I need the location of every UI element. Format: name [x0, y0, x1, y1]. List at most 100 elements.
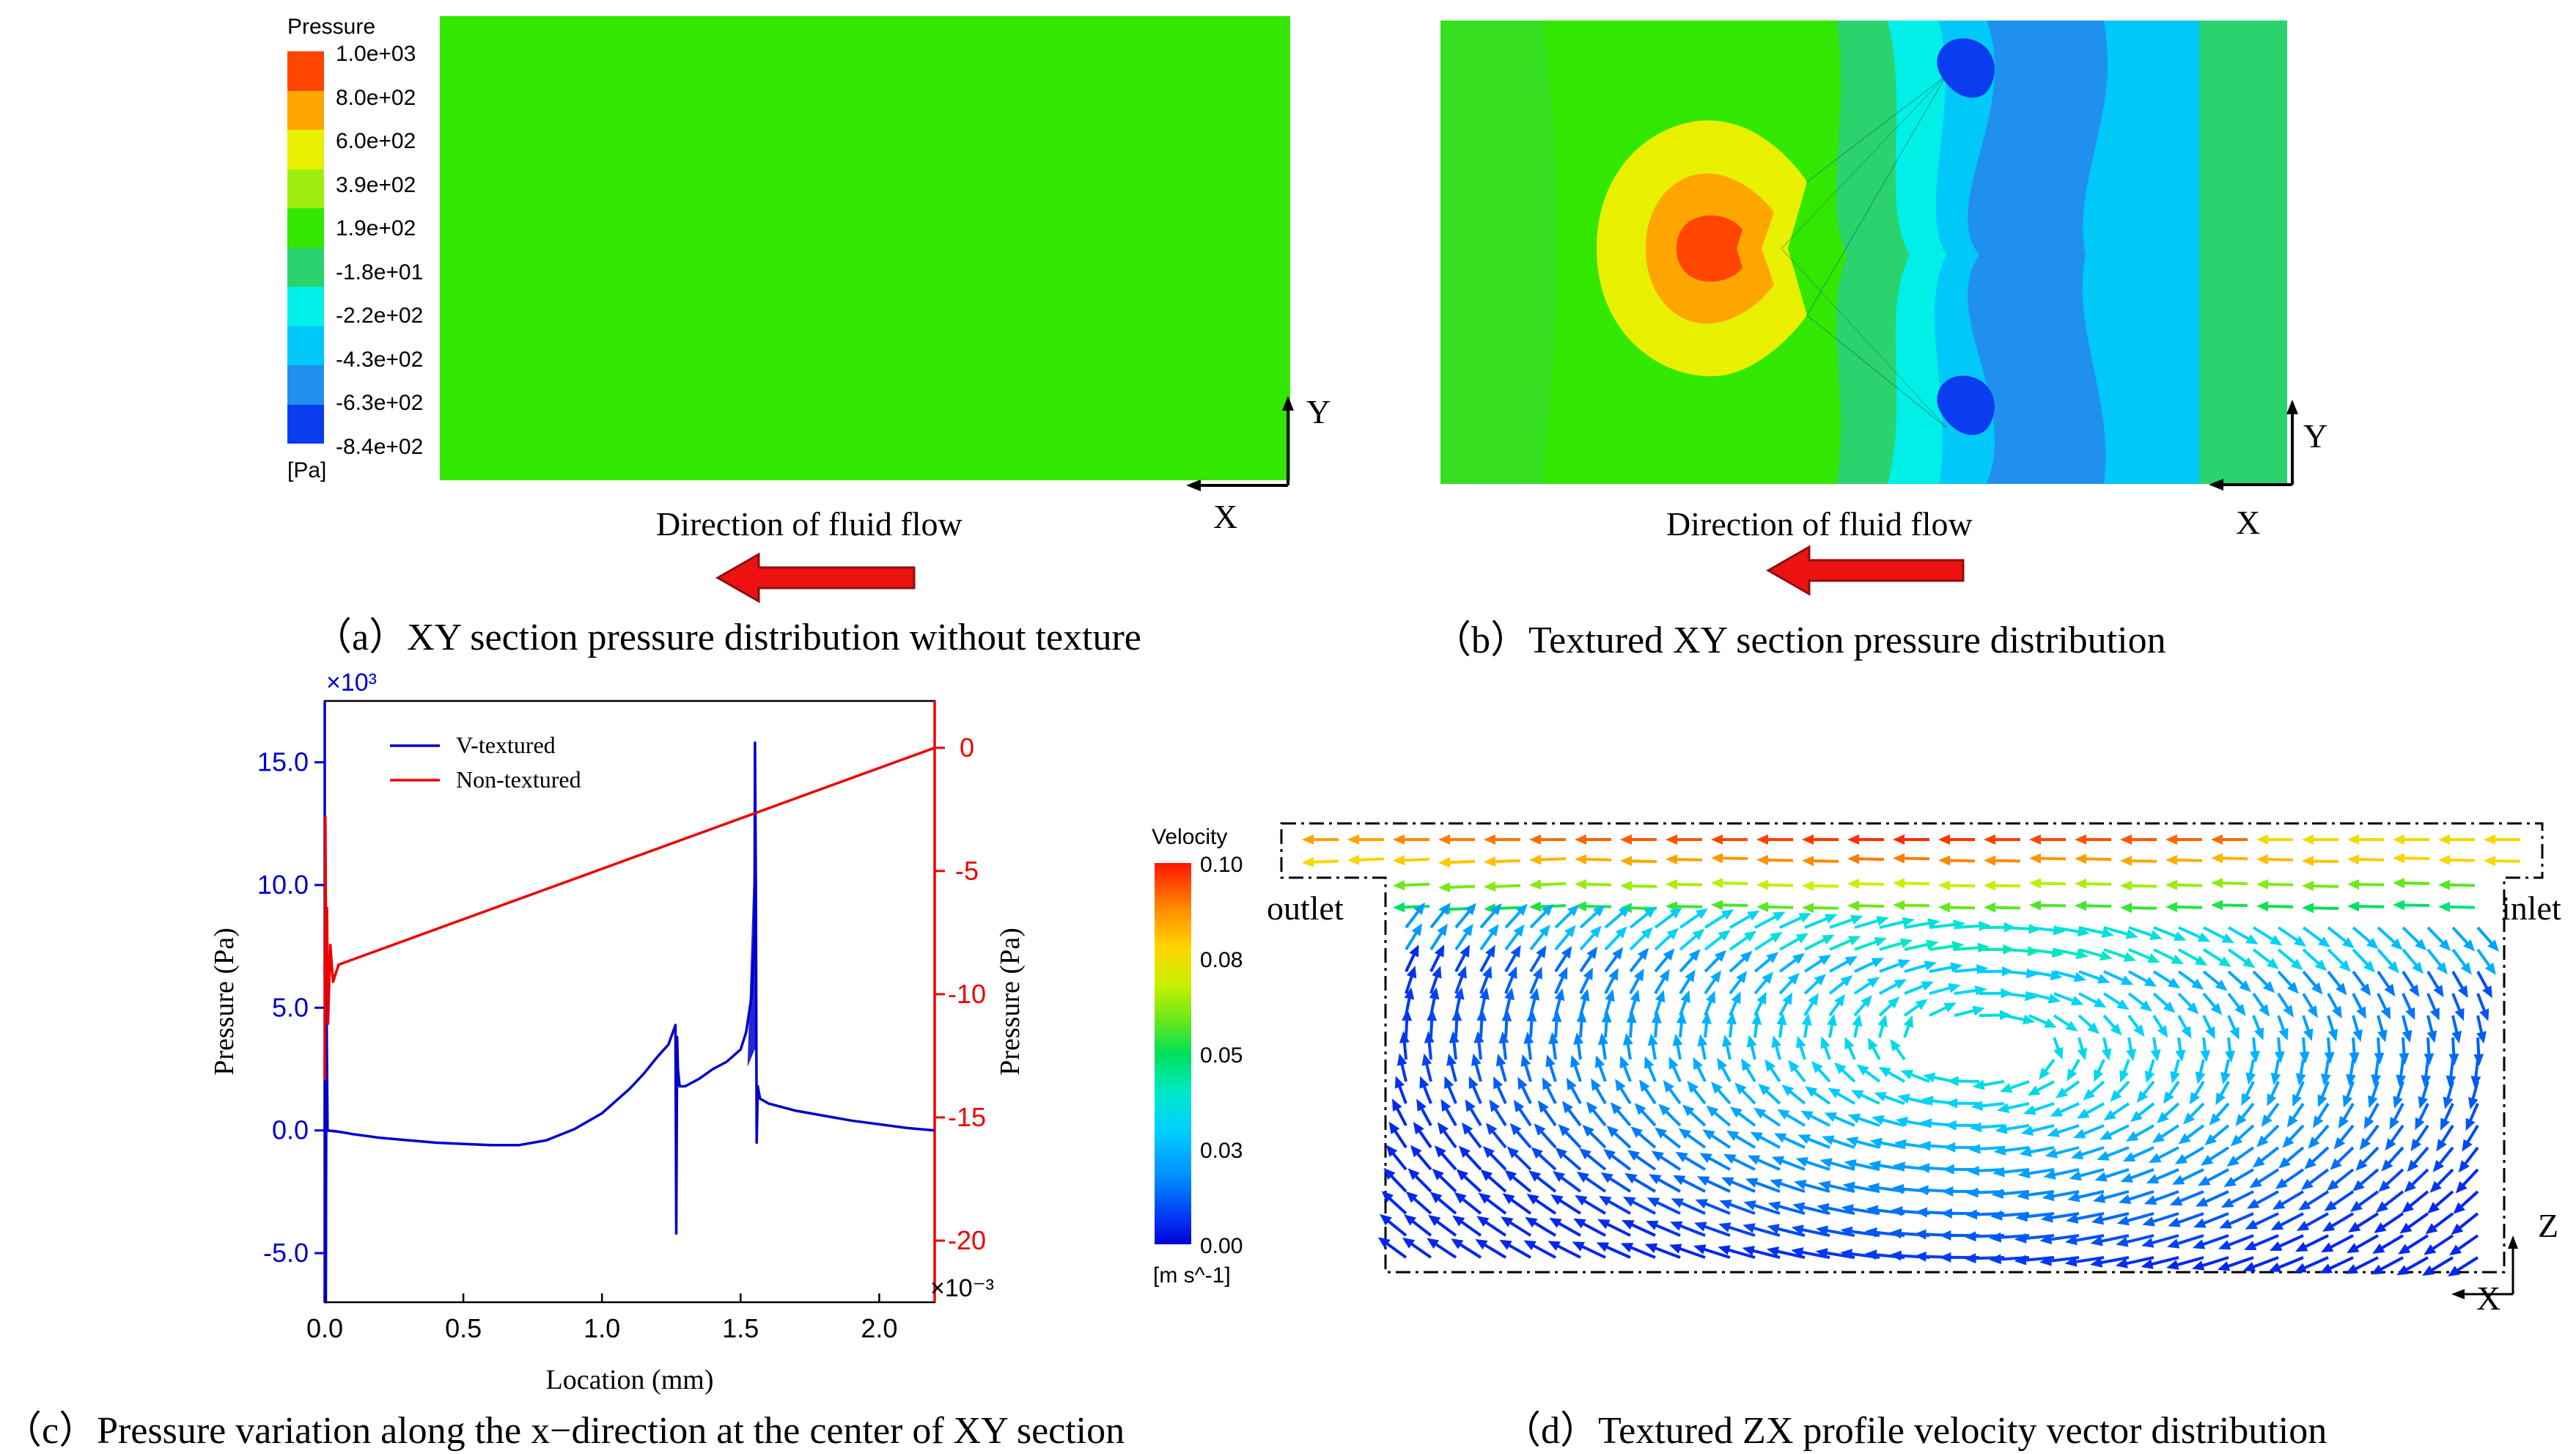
velocity-vector-head	[1827, 1013, 1837, 1027]
velocity-vector-head	[1939, 1252, 1951, 1263]
velocity-vector-head	[1495, 1054, 1506, 1067]
velocity-vector-head	[1800, 1110, 1814, 1121]
velocity-vector-head	[1802, 856, 1814, 867]
x-tick-label: 1.5	[722, 1313, 759, 1343]
velocity-vector	[1850, 1161, 1880, 1171]
velocity-vector-head	[2408, 984, 2420, 997]
pressure-legend-bar	[287, 51, 324, 444]
velocity-vector-head	[1924, 961, 1937, 971]
velocity-vector-head	[1641, 927, 1653, 939]
velocity-vector-head	[1507, 966, 1517, 980]
velocity-vector-head	[1427, 1009, 1438, 1021]
velocity-vector-head	[1456, 1169, 1468, 1181]
velocity-vector	[2051, 1146, 2080, 1156]
velocity-vector-head	[1591, 1078, 1602, 1091]
velocity-vector-head	[1402, 1009, 1413, 1021]
velocity-vector-head	[1740, 950, 1753, 963]
velocity-vector-head	[1762, 972, 1773, 984]
velocity-vector-head	[1746, 1035, 1757, 1048]
velocity-vector-head	[1756, 991, 1767, 1005]
velocity-vector-head	[2302, 834, 2314, 845]
velocity-vector-head	[1815, 1248, 1828, 1258]
velocity-vector-head	[2393, 834, 2404, 845]
velocity-vector-head	[1597, 1219, 1611, 1230]
velocity-vector-head	[1424, 1031, 1435, 1043]
velocity-vector	[2275, 1256, 2304, 1271]
velocity-vector-head	[2120, 903, 2132, 914]
velocity-vector	[2178, 926, 2204, 941]
velocity-vector-head	[2215, 1092, 2226, 1106]
velocity-vector-head	[1938, 902, 1951, 913]
velocity-vector	[2228, 926, 2253, 942]
velocity-vector-head	[2256, 901, 2269, 912]
velocity-vector-head	[2077, 1108, 2090, 1119]
velocity-vector-head	[2192, 1239, 2206, 1249]
velocity-vector-head	[1868, 1160, 1881, 1171]
velocity-vector-head	[2261, 1114, 2273, 1127]
velocity-vector	[1536, 882, 1567, 886]
velocity-vector-head	[1822, 934, 1835, 945]
velocity-vector-head	[2039, 1234, 2053, 1245]
velocity-vector-head	[2299, 1051, 2310, 1064]
velocity-vector-head	[1421, 1053, 1432, 1066]
velocity-vector-head	[2065, 1021, 2078, 1032]
velocity-vector	[2353, 1212, 2380, 1230]
velocity-vector-head	[1818, 1181, 1831, 1191]
velocity-vector-head	[2393, 900, 2405, 911]
velocity-vector-head	[1570, 1054, 1580, 1068]
velocity-vector-head	[2338, 960, 2352, 972]
velocity-vector	[2263, 882, 2294, 886]
velocity-vector	[2429, 1234, 2454, 1252]
velocity-vector	[1672, 905, 1703, 908]
velocity-vector	[1775, 1181, 1806, 1193]
velocity-vector	[1701, 1200, 1731, 1215]
velocity-vector	[2047, 1234, 2080, 1241]
velocity-vector-head	[1476, 1009, 1487, 1021]
velocity-vector	[2023, 1190, 2055, 1197]
velocity-vector-head	[2429, 1181, 2442, 1193]
velocity-vector-head	[2484, 962, 2496, 975]
velocity-vector-field	[1280, 822, 2544, 1299]
velocity-vector-head	[2091, 1214, 2105, 1225]
velocity-vector	[1580, 1197, 1607, 1215]
velocity-vector-head	[1542, 1077, 1553, 1090]
axis-y-label-b: Y	[2303, 417, 2328, 455]
velocity-vector	[2399, 903, 2430, 907]
velocity-vector-head	[1697, 1176, 1710, 1186]
velocity-vector	[2101, 1168, 2130, 1180]
velocity-vector-head	[1736, 971, 1748, 984]
velocity-vector	[2430, 1212, 2454, 1231]
velocity-vector-head	[1622, 1032, 1633, 1046]
velocity-vector	[1654, 1176, 1681, 1193]
pressure-legend-swatch	[287, 208, 324, 248]
outlet-label: outlet	[1267, 889, 1344, 927]
velocity-vector-head	[2147, 953, 2160, 963]
velocity-vector-head	[1393, 855, 1405, 866]
velocity-vector-head	[1814, 974, 1826, 986]
flow-direction-label-b: Direction of fluid flow	[1666, 505, 1973, 543]
velocity-vector	[1799, 1205, 1830, 1215]
velocity-vector	[2351, 1256, 2379, 1272]
velocity-vector-head	[2110, 1023, 2122, 1036]
right-tick-label: -15	[948, 1102, 986, 1132]
velocity-vector	[1490, 884, 1521, 889]
velocity-vector	[1578, 1243, 1606, 1259]
velocity-vector-head	[2292, 1094, 2303, 1107]
velocity-vector	[1603, 1221, 1631, 1237]
velocity-vector	[2399, 881, 2430, 885]
velocity-vector-head	[1964, 1231, 1976, 1242]
velocity-vector-head	[2211, 878, 2223, 889]
velocity-vector-head	[2462, 1139, 2473, 1152]
velocity-vector-head	[1668, 1057, 1679, 1070]
velocity-vector-head	[1718, 1245, 1731, 1255]
velocity-vector-head	[2319, 1263, 2333, 1274]
velocity-vector	[1751, 1180, 1781, 1193]
velocity-vector-head	[1438, 857, 1451, 868]
velocity-vector-head	[1777, 1109, 1790, 1120]
velocity-vector-head	[1402, 1237, 1416, 1249]
velocity-vector-head	[2399, 1222, 2413, 1234]
velocity-vector-head	[2029, 834, 2041, 845]
velocity-vector-head	[1791, 1247, 1804, 1257]
velocity-vector-head	[1504, 987, 1515, 1001]
velocity-vector-head	[1347, 854, 1360, 865]
